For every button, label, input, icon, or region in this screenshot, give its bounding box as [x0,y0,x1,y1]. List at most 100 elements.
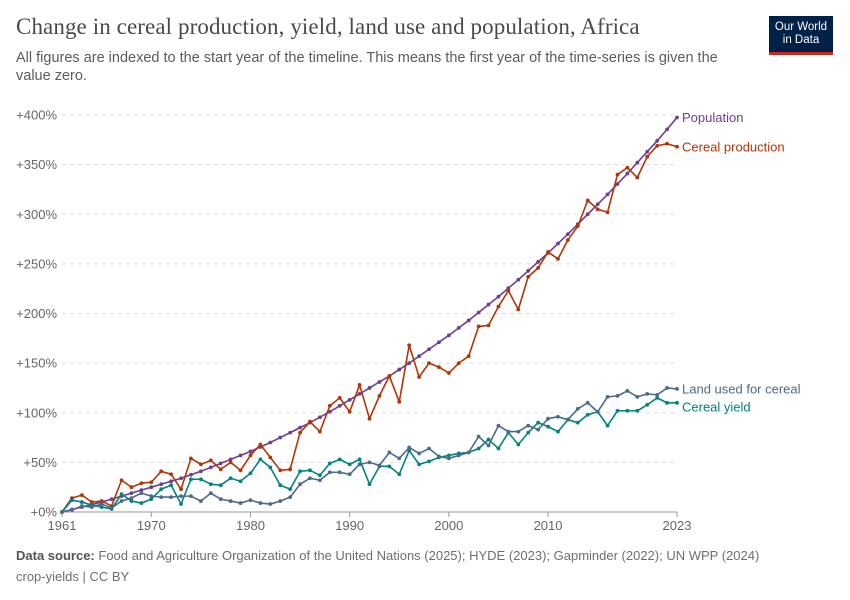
data-point[interactable] [179,502,183,506]
data-point[interactable] [218,483,223,488]
series-line[interactable] [61,397,677,513]
data-point[interactable] [367,460,372,465]
data-point[interactable] [536,259,541,264]
data-point[interactable] [169,472,174,477]
data-point[interactable] [556,429,560,434]
data-point[interactable] [506,288,511,293]
data-point[interactable] [99,505,104,509]
data-point[interactable] [129,499,134,503]
data-point[interactable] [437,454,441,459]
data-point[interactable] [89,500,94,504]
data-point[interactable] [377,380,382,384]
data-point[interactable] [327,470,332,475]
data-point[interactable] [675,387,679,391]
data-point[interactable] [169,495,174,500]
data-point[interactable] [565,232,570,237]
data-point[interactable] [417,375,421,379]
data-point[interactable] [536,427,541,432]
data-point[interactable] [248,498,253,502]
data-point[interactable] [327,403,332,408]
data-point[interactable] [198,469,203,474]
data-point[interactable] [387,450,392,455]
data-point[interactable] [526,268,531,273]
data-point[interactable] [149,485,154,490]
data-point[interactable] [675,144,679,149]
data-point[interactable] [357,383,362,387]
data-point[interactable] [496,304,501,309]
data-point[interactable] [99,499,104,503]
data-point[interactable] [347,397,352,402]
data-point[interactable] [159,469,164,474]
series-cereal-production[interactable] [60,141,679,514]
data-point[interactable] [159,482,164,487]
data-point[interactable] [318,478,322,483]
data-point[interactable] [288,430,293,435]
data-point[interactable] [407,361,412,366]
data-point[interactable] [417,451,421,456]
data-point[interactable] [675,400,679,405]
data-point[interactable] [198,462,203,467]
data-point[interactable] [268,465,273,470]
data-point[interactable] [318,473,322,478]
data-point[interactable] [546,250,550,254]
data-point[interactable] [387,374,392,378]
data-point[interactable] [456,325,461,330]
data-point[interactable] [635,160,640,165]
data-point[interactable] [129,485,134,490]
data-point[interactable] [318,415,322,420]
series-line[interactable] [61,387,678,513]
data-point[interactable] [585,198,590,203]
data-point[interactable] [119,478,124,483]
data-point[interactable] [645,391,650,396]
data-point[interactable] [595,409,600,414]
data-point[interactable] [565,417,570,422]
data-point[interactable] [605,210,610,215]
data-point[interactable] [417,462,421,467]
data-point[interactable] [347,409,352,414]
data-point[interactable] [228,460,233,465]
data-point[interactable] [407,445,412,450]
data-point[interactable] [357,457,362,462]
data-point[interactable] [169,479,174,484]
data-point[interactable] [526,274,531,279]
data-point[interactable] [585,412,590,417]
data-point[interactable] [238,501,243,505]
data-point[interactable] [506,429,511,434]
data-point[interactable] [446,371,451,375]
data-point[interactable] [397,367,402,372]
data-point[interactable] [486,323,491,328]
data-point[interactable] [228,476,233,481]
data-point[interactable] [417,354,421,359]
data-point[interactable] [526,423,531,428]
data-point[interactable] [645,149,650,154]
data-point[interactable] [337,470,342,475]
data-point[interactable] [585,400,590,405]
data-point[interactable] [615,172,620,177]
data-point[interactable] [367,386,372,390]
data-point[interactable] [397,472,402,477]
data-point[interactable] [357,391,362,396]
data-point[interactable] [139,481,144,486]
data-point[interactable] [437,365,441,369]
data-point[interactable] [635,408,640,413]
chart-credit[interactable]: crop-yields | CC BY [16,569,130,584]
series-cereal-yield[interactable] [60,395,679,514]
data-point[interactable] [446,453,451,458]
data-point[interactable] [268,502,273,506]
data-point[interactable] [268,440,273,445]
series-population[interactable] [60,115,679,514]
owid-logo[interactable]: Our World in Data [769,16,833,55]
data-point[interactable] [486,443,491,448]
data-point[interactable] [60,510,64,514]
data-point[interactable] [228,457,233,462]
data-point[interactable] [556,414,560,419]
data-point[interactable] [456,361,461,366]
data-point[interactable] [189,494,193,499]
data-point[interactable] [446,456,451,461]
data-point[interactable] [625,408,630,413]
data-point[interactable] [575,406,580,411]
data-point[interactable] [119,492,124,497]
series-land-used-for-cereal[interactable] [60,386,679,514]
data-point[interactable] [308,468,312,473]
data-point[interactable] [635,175,640,180]
